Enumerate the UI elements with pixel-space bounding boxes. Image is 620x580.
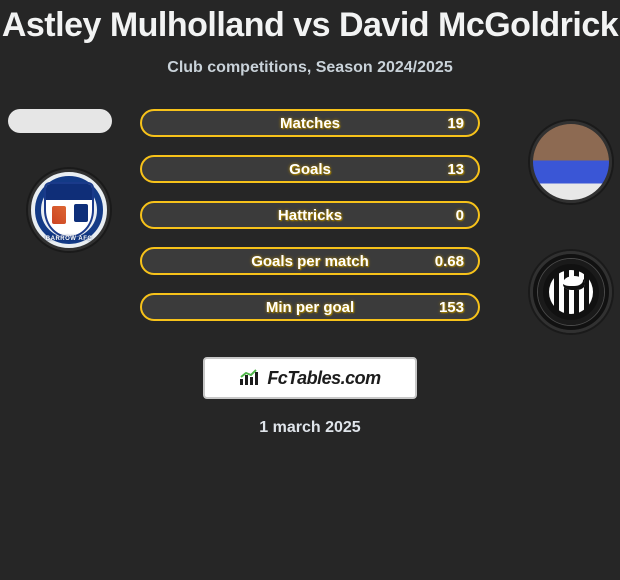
subtitle: Club competitions, Season 2024/2025 [0, 59, 620, 77]
stat-label: Hattricks [278, 207, 342, 224]
club-left-badge: BARROW AFC [28, 169, 110, 251]
stat-right-value: 0.68 [434, 253, 464, 270]
stat-label: Goals per match [251, 253, 369, 270]
stat-right-value: 19 [434, 115, 464, 132]
player-right-avatar [530, 121, 612, 203]
stat-row: Hattricks 0 [140, 201, 480, 229]
stat-right-value: 0 [434, 207, 464, 224]
stat-label: Matches [280, 115, 340, 132]
branding-text: FcTables.com [267, 368, 380, 389]
stat-label: Goals [289, 161, 331, 178]
chart-icon [239, 369, 261, 387]
stat-right-value: 153 [434, 299, 464, 316]
date-stamp: 1 march 2025 [0, 419, 620, 437]
player-left-avatar [8, 109, 112, 133]
page-title: Astley Mulholland vs David McGoldrick [0, 0, 620, 45]
stat-label: Min per goal [266, 299, 354, 316]
stat-bars: Matches 19 Goals 13 Hattricks 0 Goals per matc… [140, 109, 480, 339]
stat-row: Goals 13 [140, 155, 480, 183]
stat-row: Min per goal 153 [140, 293, 480, 321]
stat-row: Goals per match 0.68 [140, 247, 480, 275]
branding-badge: FcTables.com [203, 357, 417, 399]
stat-right-value: 13 [434, 161, 464, 178]
comparison-area: BARROW AFC Matches 19 Goals 13 Hattricks 0 Goa… [0, 109, 620, 339]
club-left-name: BARROW AFC [31, 236, 107, 242]
club-right-badge [530, 251, 612, 333]
stat-row: Matches 19 [140, 109, 480, 137]
